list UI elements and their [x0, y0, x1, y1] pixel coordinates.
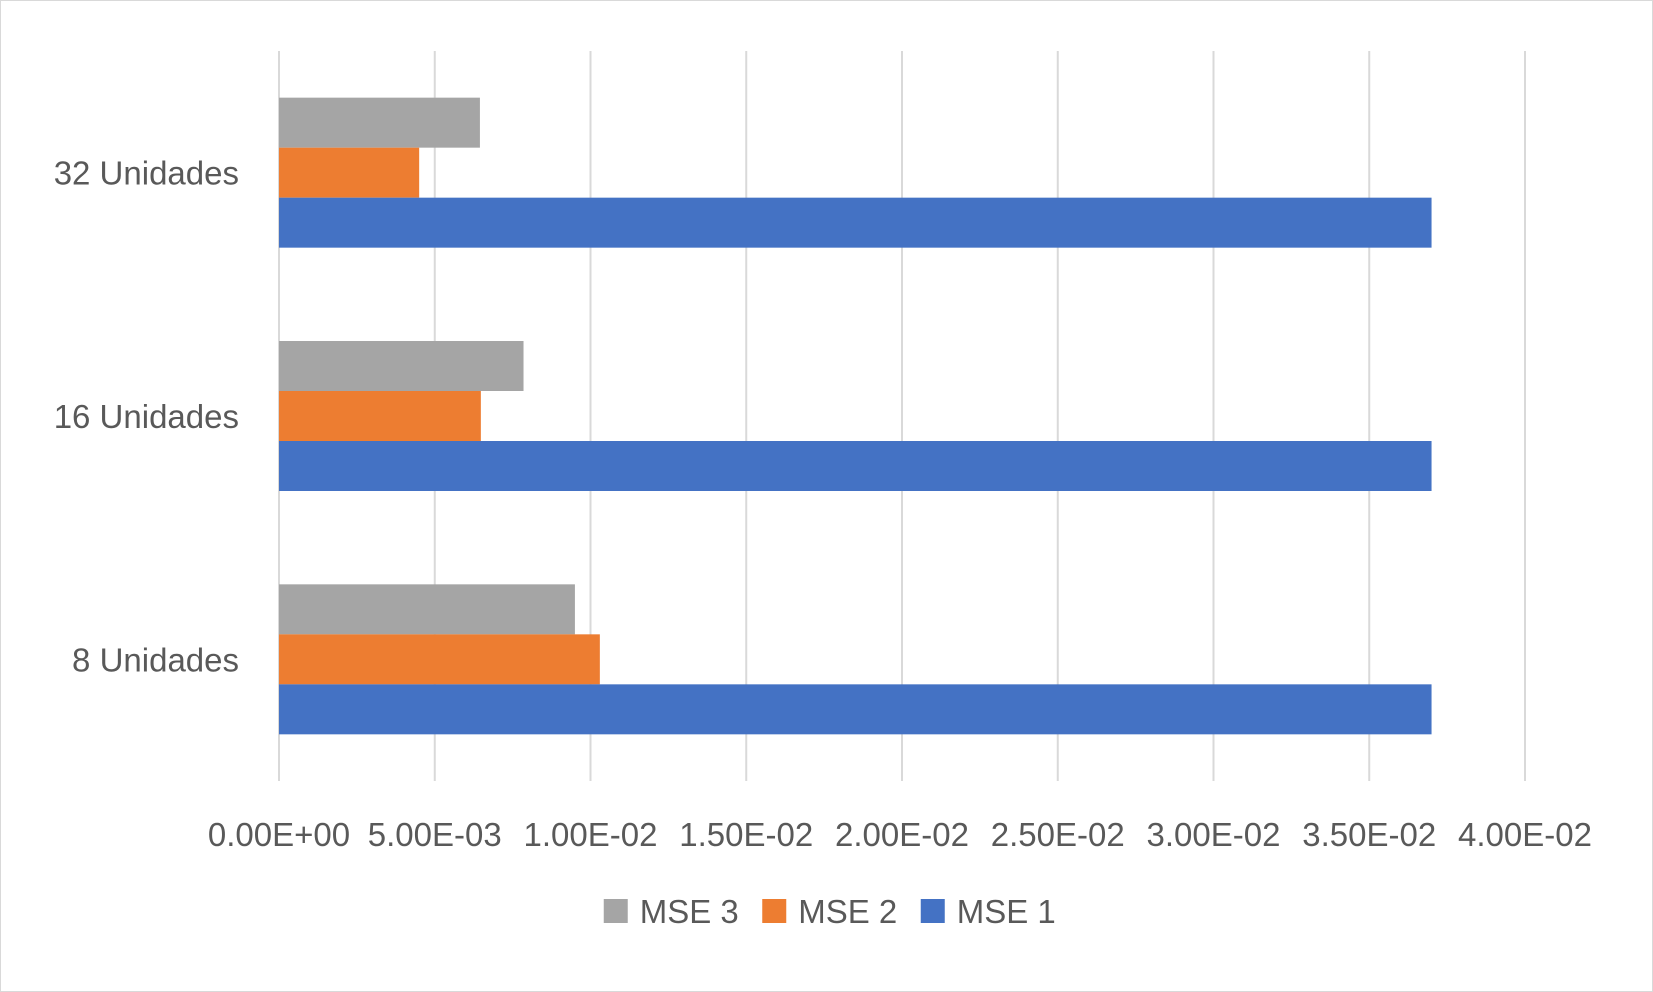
bar-mse-3 [279, 97, 480, 148]
bar-mse-1 [279, 441, 1432, 491]
x-tick-label: 4.00E-02 [1458, 816, 1592, 853]
category-label: 32 Unidades [54, 155, 239, 192]
legend: MSE 3 MSE 2 MSE 1 [603, 893, 1056, 930]
category-label: 16 Unidades [54, 398, 239, 435]
x-tick-label: 3.50E-02 [1302, 816, 1436, 853]
x-tick-label: 1.00E-02 [524, 816, 658, 853]
legend-entry: MSE 2 [798, 893, 897, 930]
bar-mse-1 [279, 197, 1432, 248]
bar-mse-2 [279, 634, 600, 685]
x-tick-label: 2.00E-02 [835, 816, 969, 853]
gridlines [278, 51, 1526, 781]
legend-swatch [762, 899, 787, 923]
category-label: 8 Unidades [72, 641, 239, 678]
x-tick-label: 5.00E-03 [368, 816, 502, 853]
axes: 0.00E+00 5.00E-03 1.00E-02 1.50E-02 2.00E-02… [54, 155, 1592, 853]
legend-swatch [920, 899, 945, 923]
bar-mse-2 [279, 147, 420, 198]
x-tick-label: 1.50E-02 [679, 816, 813, 853]
legend-entry: MSE 1 [957, 893, 1056, 930]
x-tick-label: 0.00E+00 [208, 816, 350, 853]
bars [279, 97, 1432, 735]
bar-mse-1 [279, 684, 1432, 735]
legend-entry: MSE 3 [640, 893, 739, 930]
legend-swatch [603, 899, 628, 923]
x-tick-label: 2.50E-02 [991, 816, 1125, 853]
bar-mse-3 [279, 584, 575, 635]
bar-mse-3 [279, 341, 524, 391]
bar-mse-2 [279, 391, 481, 441]
x-tick-label: 3.00E-02 [1147, 816, 1281, 853]
